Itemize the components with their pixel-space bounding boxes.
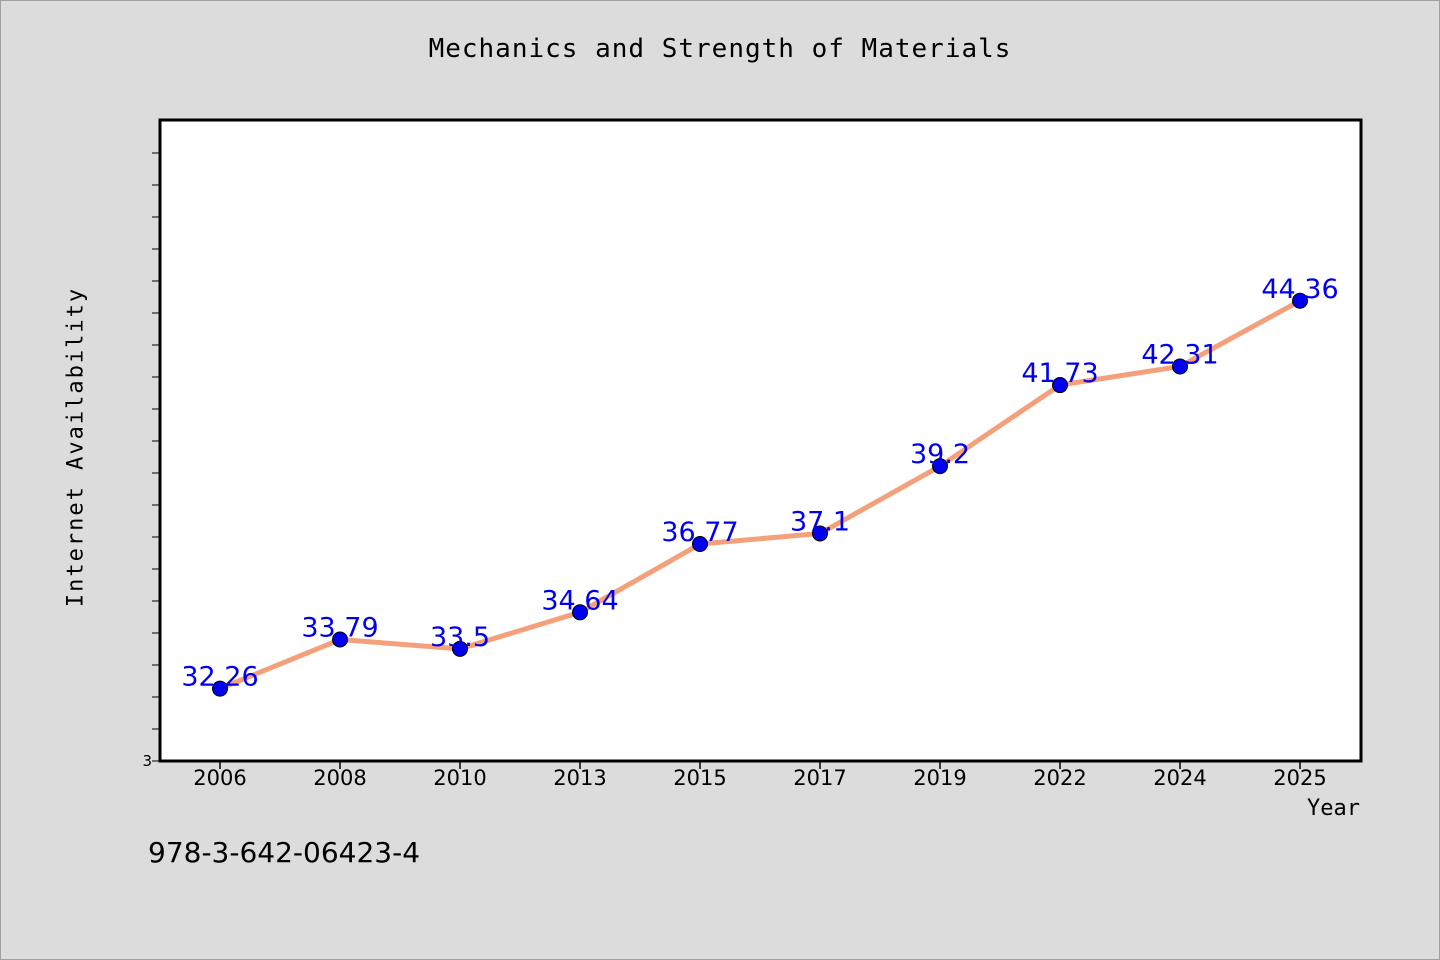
plot-area <box>158 118 1363 763</box>
data-label: 33.5 <box>430 622 490 653</box>
data-label: 36.77 <box>661 517 738 548</box>
x-tick-label: 2010 <box>433 766 486 790</box>
data-point <box>932 458 948 475</box>
data-point <box>452 640 468 657</box>
data-label: 42.31 <box>1141 339 1218 370</box>
x-tick-label: 2017 <box>793 766 846 790</box>
data-point <box>572 604 588 621</box>
data-label: 44.36 <box>1261 274 1338 305</box>
x-tick-label: 2022 <box>1033 766 1086 790</box>
data-point <box>812 525 828 542</box>
data-point <box>1292 292 1308 309</box>
x-tick-label: 2015 <box>673 766 726 790</box>
series-line <box>219 298 1302 691</box>
x-tick-label: 2006 <box>193 766 246 790</box>
data-point <box>212 680 228 697</box>
chart-title: Mechanics and Strength of Materials <box>428 34 1012 64</box>
x-tick-label: 2008 <box>313 766 366 790</box>
data-point <box>1172 358 1188 375</box>
data-point <box>1052 377 1068 394</box>
x-tick-label: 2025 <box>1273 766 1326 790</box>
data-label: 32.26 <box>181 662 258 693</box>
data-label: 39.2 <box>910 439 970 470</box>
data-point <box>332 631 348 648</box>
data-label: 37.1 <box>790 506 850 537</box>
x-tick-label: 2024 <box>1153 766 1206 790</box>
x-tick-label: 2019 <box>913 766 966 790</box>
x-tick-label: 2013 <box>553 766 606 790</box>
isbn-footer: 978-3-642-06423-4 <box>148 836 421 869</box>
data-label: 34.64 <box>541 585 618 616</box>
data-point <box>692 536 708 553</box>
data-label: 33.79 <box>301 613 378 644</box>
data-label: 41.73 <box>1021 358 1098 389</box>
x-axis-label: Year <box>1307 796 1360 821</box>
y-tick-label: 3 <box>142 752 152 770</box>
